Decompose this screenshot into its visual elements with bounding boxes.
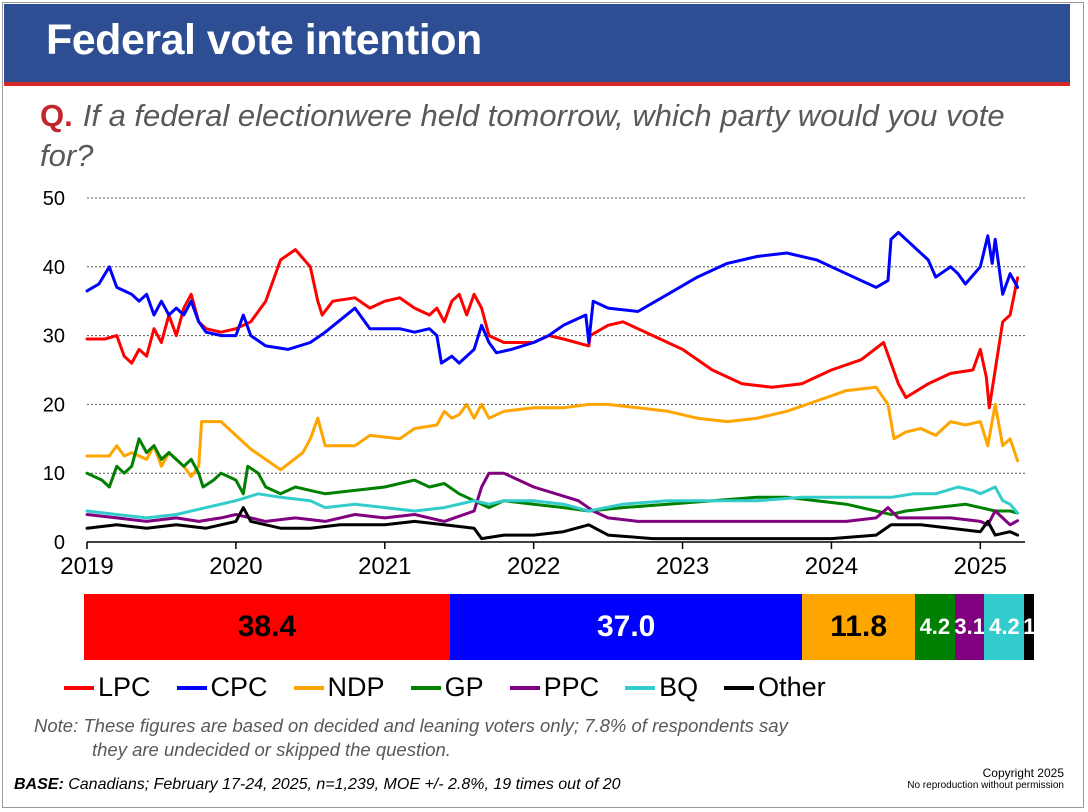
legend-item-lpc: LPC [64, 672, 151, 703]
legend-item-gp: GP [410, 672, 484, 703]
x-tick-label: 2024 [805, 553, 858, 580]
legend-item-bq: BQ [625, 672, 698, 703]
bar-segment-bq: 4.2 [984, 594, 1025, 660]
base-text: Canadians; February 17-24, 2025, n=1,239… [63, 776, 621, 793]
question-prefix: Q. [40, 98, 73, 133]
legend-item-ndp: NDP [293, 672, 385, 703]
y-tick-label: 10 [43, 463, 65, 485]
footnote-line-2: they are undecided or skipped the questi… [92, 739, 451, 760]
chart-legend: LPC CPC NDP GP PPC BQ Other [64, 672, 852, 703]
legend-label: LPC [98, 672, 151, 702]
x-tick-label: 2022 [507, 553, 560, 580]
bar-segment-ppc: 3.1 [954, 594, 985, 660]
legend-swatch [64, 685, 94, 690]
y-tick-label: 50 [43, 188, 65, 210]
y-tick-label: 40 [43, 257, 65, 279]
legend-item-cpc: CPC [176, 672, 268, 703]
base-info: BASE: Canadians; February 17-24, 2025, n… [14, 776, 621, 794]
title-banner: Federal vote intention [4, 4, 1070, 86]
y-tick-label: 20 [43, 394, 65, 416]
legend-item-other: Other [724, 672, 826, 703]
x-tick-label: 2020 [209, 553, 262, 580]
legend-label: PPC [543, 672, 600, 702]
legend-swatch [625, 685, 656, 690]
series-line-cpc [85, 230, 1020, 365]
survey-question: Q. If a federal electionwere held tomorro… [40, 96, 1040, 176]
series-line-gp [85, 437, 1020, 516]
legend-label: GP [444, 672, 484, 702]
copyright-line: Copyright 2025 [982, 766, 1064, 780]
legend-swatch [293, 685, 324, 690]
current-results-stacked-bar: 38.4 37.0 11.8 4.2 3.1 4.2 1 [84, 594, 1034, 660]
series-line-other [85, 506, 1020, 541]
bar-segment-ndp: 11.8 [802, 594, 915, 660]
x-tick-label: 2019 [60, 553, 113, 580]
no-reproduction-line: No reproduction without permission [907, 780, 1064, 791]
bar-segment-other: 1 [1024, 594, 1034, 660]
legend-label: CPC [210, 672, 268, 702]
series-line-ppc [85, 471, 1020, 527]
vote-intention-line-chart: 0 10 20 30 40 50 2019 2020 2021 2022 2023 2024 2025 [43, 188, 1025, 580]
x-tick-label: 2023 [656, 553, 709, 580]
series-line-lpc [85, 248, 1020, 410]
x-tick-label: 2021 [358, 553, 411, 580]
legend-swatch [509, 685, 540, 690]
slide-title: Federal vote intention [46, 16, 482, 64]
y-tick-label: 0 [54, 532, 65, 554]
legend-label: NDP [327, 672, 385, 702]
bar-segment-cpc: 37.0 [449, 594, 803, 660]
bar-segment-gp: 4.2 [914, 594, 955, 660]
legend-label: BQ [659, 672, 699, 702]
series-line-bq [85, 485, 1020, 520]
y-tick-label: 30 [43, 326, 65, 348]
legend-label: Other [758, 672, 826, 702]
x-tick-label: 2025 [954, 553, 1007, 580]
footnote-line-1: Note: These figures are based on decided… [34, 715, 788, 736]
bar-segment-lpc: 38.4 [84, 594, 450, 660]
legend-item-ppc: PPC [509, 672, 600, 703]
base-label: BASE: [14, 776, 64, 793]
legend-swatch [724, 685, 755, 690]
legend-swatch [176, 685, 207, 690]
footnote: Note: These figures are based on decided… [34, 714, 788, 762]
legend-swatch [410, 685, 441, 690]
series-line-ndp [85, 385, 1020, 479]
question-text: If a federal electionwere held tomorrow,… [40, 98, 1005, 173]
copyright-block: Copyright 2025 No reproduction without p… [907, 766, 1064, 791]
